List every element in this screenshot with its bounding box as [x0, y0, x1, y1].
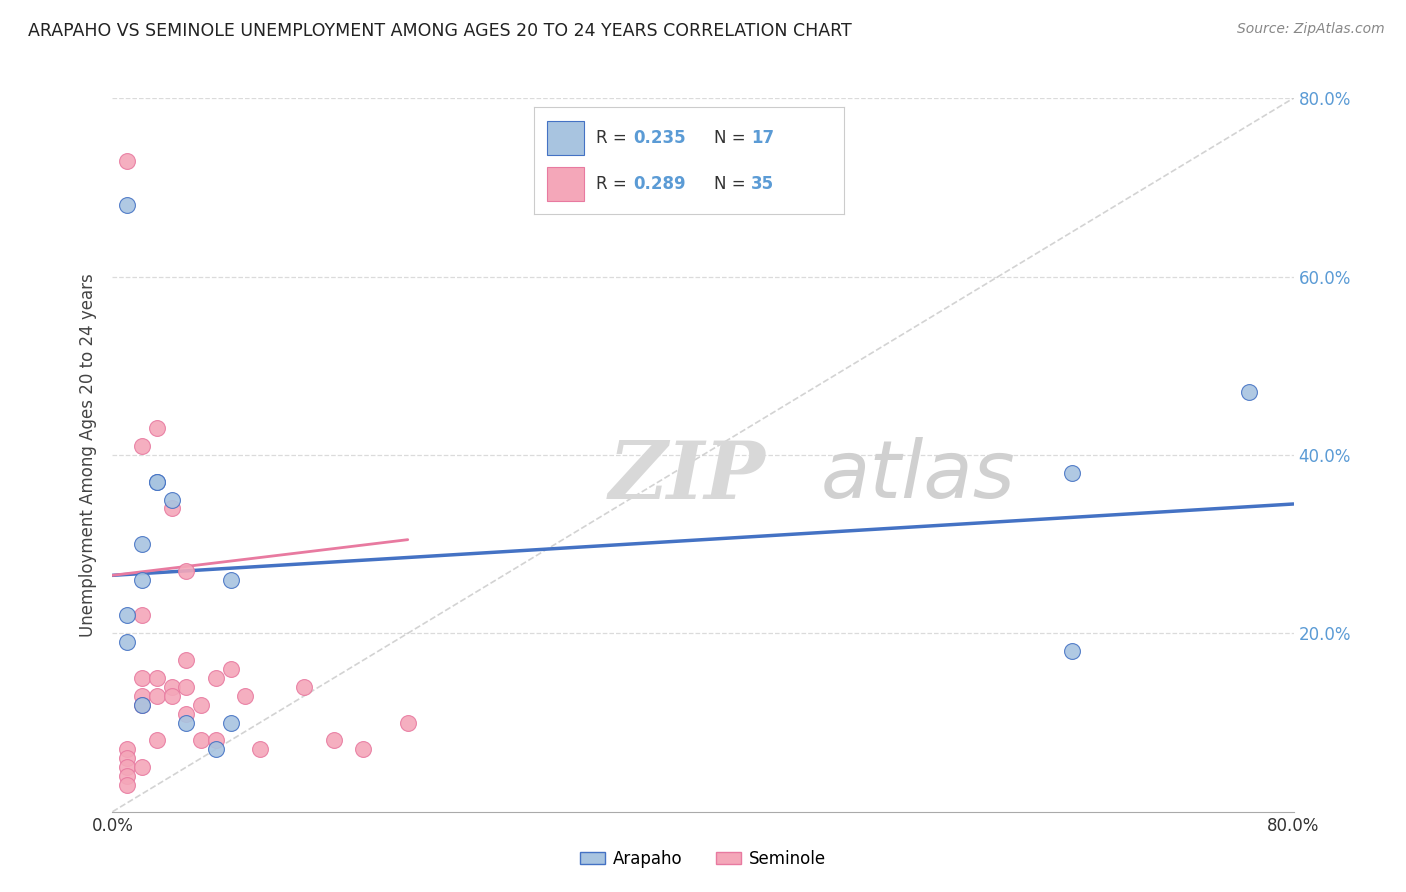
Point — [117, 742, 138, 756]
Point — [160, 492, 183, 507]
Point — [205, 733, 228, 747]
Point — [117, 751, 138, 765]
Text: Source: ZipAtlas.com: Source: ZipAtlas.com — [1237, 22, 1385, 37]
Point — [233, 689, 256, 703]
Point — [160, 680, 183, 694]
Point — [146, 733, 169, 747]
Point — [131, 439, 153, 453]
Point — [146, 475, 169, 489]
Point — [131, 760, 153, 774]
Text: atlas: atlas — [821, 437, 1017, 516]
Point — [1062, 644, 1084, 658]
Point — [117, 198, 138, 212]
Point — [174, 564, 197, 578]
Point — [352, 742, 374, 756]
Bar — [547, 121, 583, 155]
Point — [146, 689, 169, 703]
Point — [146, 475, 169, 489]
Point — [131, 689, 153, 703]
Point — [131, 608, 153, 623]
Point — [1239, 385, 1261, 400]
Point — [131, 573, 153, 587]
Point — [160, 689, 183, 703]
Point — [1062, 466, 1084, 480]
Point — [160, 501, 183, 516]
Text: N =: N = — [714, 129, 751, 147]
Point — [396, 715, 419, 730]
Text: ZIP: ZIP — [609, 438, 765, 515]
Point — [131, 698, 153, 712]
Text: 35: 35 — [751, 175, 773, 193]
Point — [219, 662, 242, 676]
Point — [219, 573, 242, 587]
Text: R =: R = — [596, 129, 633, 147]
Point — [146, 671, 169, 685]
Point — [323, 733, 346, 747]
Text: ARAPAHO VS SEMINOLE UNEMPLOYMENT AMONG AGES 20 TO 24 YEARS CORRELATION CHART: ARAPAHO VS SEMINOLE UNEMPLOYMENT AMONG A… — [28, 22, 852, 40]
Point — [190, 733, 212, 747]
Point — [146, 421, 169, 435]
Text: 0.235: 0.235 — [633, 129, 686, 147]
Point — [190, 698, 212, 712]
Bar — [547, 167, 583, 202]
Y-axis label: Unemployment Among Ages 20 to 24 years: Unemployment Among Ages 20 to 24 years — [79, 273, 97, 637]
Point — [174, 706, 197, 721]
Point — [131, 698, 153, 712]
Point — [117, 153, 138, 168]
Legend: Arapaho, Seminole: Arapaho, Seminole — [574, 844, 832, 875]
Point — [117, 778, 138, 792]
Point — [117, 760, 138, 774]
Text: R =: R = — [596, 175, 633, 193]
Text: 17: 17 — [751, 129, 773, 147]
Text: 0.289: 0.289 — [633, 175, 686, 193]
Point — [174, 715, 197, 730]
Point — [174, 653, 197, 667]
Point — [131, 537, 153, 551]
Point — [219, 715, 242, 730]
Point — [117, 608, 138, 623]
Point — [174, 680, 197, 694]
Text: N =: N = — [714, 175, 751, 193]
Point — [131, 671, 153, 685]
Point — [292, 680, 315, 694]
Point — [249, 742, 271, 756]
Point — [117, 635, 138, 649]
Point — [205, 671, 228, 685]
Point — [117, 769, 138, 783]
Point — [205, 742, 228, 756]
